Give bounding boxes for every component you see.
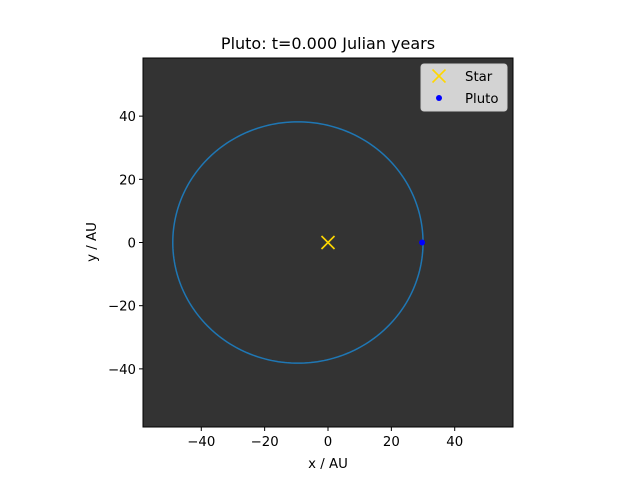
legend-star-x xyxy=(431,68,447,84)
legend-box xyxy=(420,63,508,112)
x-axis-label: x / AU xyxy=(308,457,348,472)
x-tick-label: 40 xyxy=(446,435,463,450)
x-tick-label: 20 xyxy=(383,435,400,450)
legend-pluto-dot xyxy=(436,95,442,101)
chart-title: Pluto: t=0.000 Julian years xyxy=(221,34,435,53)
legend-star-marker xyxy=(431,68,447,84)
y-tick-label: 0 xyxy=(128,237,136,252)
y-tick-label: 20 xyxy=(119,173,136,188)
y-axis-ticks: −40 −20 0 20 40 xyxy=(108,110,143,378)
y-tick-label: 40 xyxy=(119,110,136,125)
marker-layer xyxy=(320,235,426,250)
x-tick-label: −40 xyxy=(187,435,215,450)
legend-star-label: Star xyxy=(465,70,493,85)
orbit-layer xyxy=(172,121,424,364)
pluto-marker xyxy=(419,239,426,246)
x-tick-label: −20 xyxy=(251,435,279,450)
y-tick-label: −20 xyxy=(108,300,136,315)
x-tick-label: 0 xyxy=(324,435,332,450)
legend: Star Pluto xyxy=(420,63,508,112)
orbit-line xyxy=(172,121,424,364)
star-marker xyxy=(320,235,336,250)
legend-pluto-marker xyxy=(436,95,442,101)
x-axis-ticks: −40 −20 0 20 40 xyxy=(187,427,463,450)
y-axis-label: y / AU xyxy=(85,222,100,262)
y-tick-label: −40 xyxy=(108,363,136,378)
legend-pluto-label: Pluto xyxy=(465,92,499,107)
